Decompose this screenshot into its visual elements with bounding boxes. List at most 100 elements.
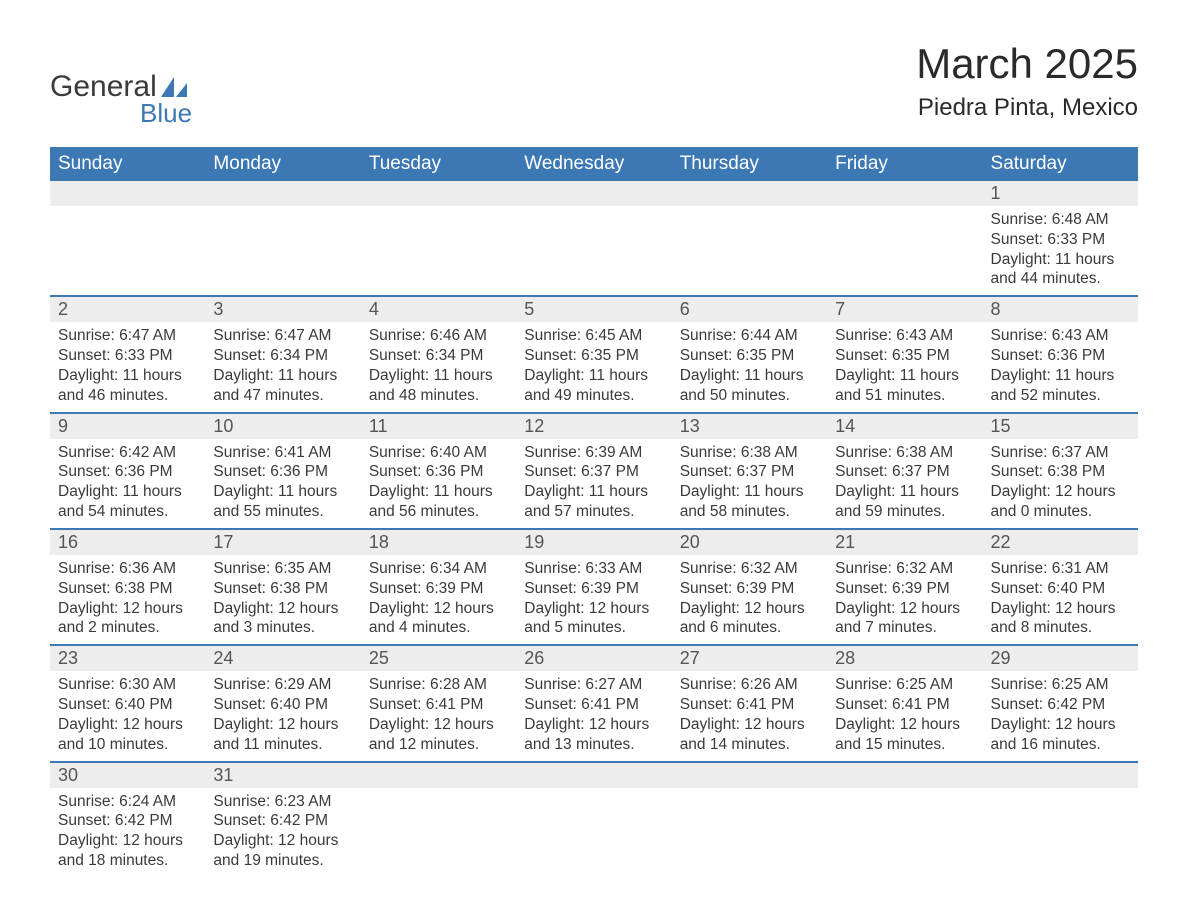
day-details: Sunrise: 6:41 AMSunset: 6:36 PMDaylight:… (205, 439, 360, 528)
calendar-day-cell: 20Sunrise: 6:32 AMSunset: 6:39 PMDayligh… (672, 529, 827, 645)
sunset-line: Sunset: 6:37 PM (835, 462, 974, 482)
calendar-day-cell: 8Sunrise: 6:43 AMSunset: 6:36 PMDaylight… (983, 296, 1138, 412)
day-details: Sunrise: 6:47 AMSunset: 6:33 PMDaylight:… (50, 322, 205, 411)
day-number: 28 (827, 646, 982, 671)
daylight-line: Daylight: 11 hours and 58 minutes. (680, 482, 819, 522)
sunrise-line: Sunrise: 6:28 AM (369, 675, 508, 695)
day-details: Sunrise: 6:44 AMSunset: 6:35 PMDaylight:… (672, 322, 827, 411)
calendar-day-cell: 16Sunrise: 6:36 AMSunset: 6:38 PMDayligh… (50, 529, 205, 645)
calendar-day-cell: 17Sunrise: 6:35 AMSunset: 6:38 PMDayligh… (205, 529, 360, 645)
day-details: Sunrise: 6:45 AMSunset: 6:35 PMDaylight:… (516, 322, 671, 411)
sunset-line: Sunset: 6:34 PM (213, 346, 352, 366)
calendar-day-cell: 31Sunrise: 6:23 AMSunset: 6:42 PMDayligh… (205, 762, 360, 877)
sunrise-line: Sunrise: 6:35 AM (213, 559, 352, 579)
sunrise-line: Sunrise: 6:48 AM (991, 210, 1130, 230)
day-number-empty (361, 181, 516, 206)
sunset-line: Sunset: 6:33 PM (991, 230, 1130, 250)
day-number: 24 (205, 646, 360, 671)
day-number-empty (827, 181, 982, 206)
month-title: March 2025 (916, 40, 1138, 88)
day-number-empty (983, 763, 1138, 788)
sunrise-line: Sunrise: 6:47 AM (58, 326, 197, 346)
sunrise-line: Sunrise: 6:43 AM (991, 326, 1130, 346)
daylight-line: Daylight: 11 hours and 49 minutes. (524, 366, 663, 406)
weekday-header: Tuesday (361, 147, 516, 181)
day-number-empty (672, 181, 827, 206)
location-subtitle: Piedra Pinta, Mexico (916, 94, 1138, 122)
sunset-line: Sunset: 6:36 PM (58, 462, 197, 482)
day-number: 19 (516, 530, 671, 555)
sunset-line: Sunset: 6:40 PM (213, 695, 352, 715)
sunrise-line: Sunrise: 6:33 AM (524, 559, 663, 579)
day-number: 9 (50, 414, 205, 439)
daylight-line: Daylight: 12 hours and 2 minutes. (58, 599, 197, 639)
sunrise-line: Sunrise: 6:25 AM (991, 675, 1130, 695)
day-details: Sunrise: 6:32 AMSunset: 6:39 PMDaylight:… (827, 555, 982, 644)
page-header: General Blue March 2025 Piedra Pinta, Me… (50, 40, 1138, 129)
calendar-day-cell (672, 762, 827, 877)
day-number: 22 (983, 530, 1138, 555)
daylight-line: Daylight: 12 hours and 15 minutes. (835, 715, 974, 755)
daylight-line: Daylight: 12 hours and 5 minutes. (524, 599, 663, 639)
sunset-line: Sunset: 6:41 PM (524, 695, 663, 715)
day-number: 29 (983, 646, 1138, 671)
calendar-day-cell: 10Sunrise: 6:41 AMSunset: 6:36 PMDayligh… (205, 413, 360, 529)
sunset-line: Sunset: 6:37 PM (680, 462, 819, 482)
day-number: 16 (50, 530, 205, 555)
sunrise-line: Sunrise: 6:25 AM (835, 675, 974, 695)
day-details: Sunrise: 6:28 AMSunset: 6:41 PMDaylight:… (361, 671, 516, 760)
calendar-day-cell: 29Sunrise: 6:25 AMSunset: 6:42 PMDayligh… (983, 645, 1138, 761)
day-details: Sunrise: 6:32 AMSunset: 6:39 PMDaylight:… (672, 555, 827, 644)
sunrise-line: Sunrise: 6:39 AM (524, 443, 663, 463)
sunrise-line: Sunrise: 6:29 AM (213, 675, 352, 695)
day-number: 5 (516, 297, 671, 322)
calendar-day-cell: 11Sunrise: 6:40 AMSunset: 6:36 PMDayligh… (361, 413, 516, 529)
calendar-day-cell: 6Sunrise: 6:44 AMSunset: 6:35 PMDaylight… (672, 296, 827, 412)
day-number: 27 (672, 646, 827, 671)
sunset-line: Sunset: 6:35 PM (835, 346, 974, 366)
day-number: 31 (205, 763, 360, 788)
sunrise-line: Sunrise: 6:26 AM (680, 675, 819, 695)
sunset-line: Sunset: 6:41 PM (680, 695, 819, 715)
weekday-header: Friday (827, 147, 982, 181)
daylight-line: Daylight: 11 hours and 55 minutes. (213, 482, 352, 522)
day-number: 7 (827, 297, 982, 322)
calendar-day-cell: 22Sunrise: 6:31 AMSunset: 6:40 PMDayligh… (983, 529, 1138, 645)
calendar-day-cell: 1Sunrise: 6:48 AMSunset: 6:33 PMDaylight… (983, 181, 1138, 296)
calendar-day-cell: 27Sunrise: 6:26 AMSunset: 6:41 PMDayligh… (672, 645, 827, 761)
calendar-day-cell: 25Sunrise: 6:28 AMSunset: 6:41 PMDayligh… (361, 645, 516, 761)
calendar-day-cell: 15Sunrise: 6:37 AMSunset: 6:38 PMDayligh… (983, 413, 1138, 529)
calendar-day-cell: 23Sunrise: 6:30 AMSunset: 6:40 PMDayligh… (50, 645, 205, 761)
day-details: Sunrise: 6:27 AMSunset: 6:41 PMDaylight:… (516, 671, 671, 760)
sunrise-line: Sunrise: 6:42 AM (58, 443, 197, 463)
calendar-day-cell: 4Sunrise: 6:46 AMSunset: 6:34 PMDaylight… (361, 296, 516, 412)
sunrise-line: Sunrise: 6:30 AM (58, 675, 197, 695)
sunrise-line: Sunrise: 6:38 AM (680, 443, 819, 463)
daylight-line: Daylight: 12 hours and 7 minutes. (835, 599, 974, 639)
sail-icon (161, 77, 187, 97)
sunrise-line: Sunrise: 6:32 AM (680, 559, 819, 579)
day-details: Sunrise: 6:47 AMSunset: 6:34 PMDaylight:… (205, 322, 360, 411)
day-number: 21 (827, 530, 982, 555)
daylight-line: Daylight: 12 hours and 4 minutes. (369, 599, 508, 639)
sunrise-line: Sunrise: 6:24 AM (58, 792, 197, 812)
sunset-line: Sunset: 6:36 PM (213, 462, 352, 482)
sunrise-line: Sunrise: 6:38 AM (835, 443, 974, 463)
day-number: 3 (205, 297, 360, 322)
daylight-line: Daylight: 11 hours and 54 minutes. (58, 482, 197, 522)
sunset-line: Sunset: 6:42 PM (213, 811, 352, 831)
day-number-empty (672, 763, 827, 788)
calendar-day-cell (516, 762, 671, 877)
day-details: Sunrise: 6:40 AMSunset: 6:36 PMDaylight:… (361, 439, 516, 528)
sunset-line: Sunset: 6:34 PM (369, 346, 508, 366)
day-details: Sunrise: 6:25 AMSunset: 6:41 PMDaylight:… (827, 671, 982, 760)
day-number-empty (50, 181, 205, 206)
day-details: Sunrise: 6:33 AMSunset: 6:39 PMDaylight:… (516, 555, 671, 644)
day-number: 18 (361, 530, 516, 555)
day-number: 13 (672, 414, 827, 439)
sunrise-line: Sunrise: 6:45 AM (524, 326, 663, 346)
weekday-header: Thursday (672, 147, 827, 181)
calendar-day-cell: 28Sunrise: 6:25 AMSunset: 6:41 PMDayligh… (827, 645, 982, 761)
sunrise-line: Sunrise: 6:43 AM (835, 326, 974, 346)
sunset-line: Sunset: 6:35 PM (680, 346, 819, 366)
